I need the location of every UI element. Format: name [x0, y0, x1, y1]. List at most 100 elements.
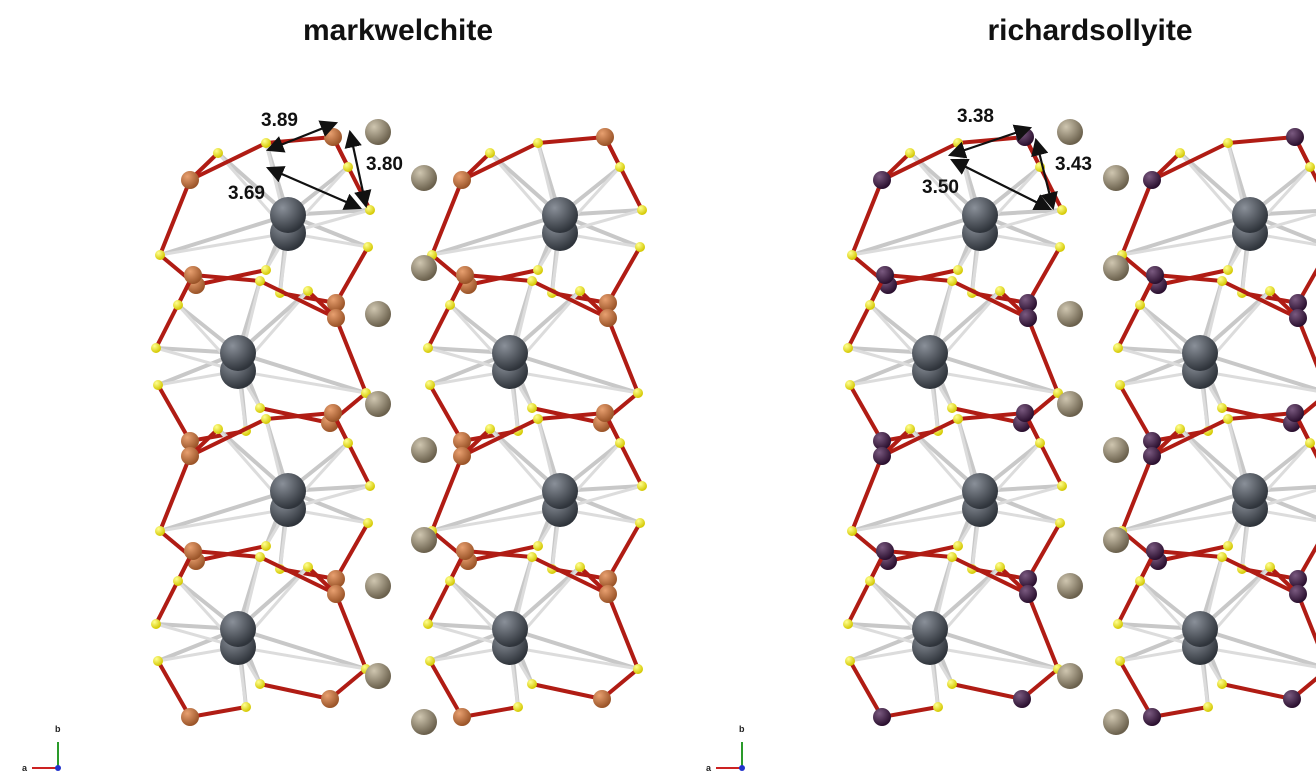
atom — [635, 242, 645, 252]
atom — [261, 265, 271, 275]
atom — [1203, 702, 1213, 712]
distance-label: 3.89 — [261, 110, 298, 131]
atom — [365, 573, 391, 599]
atom — [1016, 404, 1034, 422]
atom — [843, 343, 853, 353]
atom — [527, 679, 537, 689]
bond — [237, 645, 367, 671]
bond — [1116, 550, 1157, 625]
bond — [851, 213, 981, 257]
atom — [599, 570, 617, 588]
atom — [1113, 619, 1123, 629]
bond — [1120, 179, 1154, 256]
bond — [881, 705, 939, 719]
atom — [270, 473, 306, 509]
bond — [426, 550, 467, 625]
atom — [155, 526, 165, 536]
bond — [1154, 273, 1223, 283]
atom — [423, 619, 433, 629]
atom — [542, 473, 578, 509]
bond — [1120, 455, 1154, 532]
bond — [1227, 135, 1296, 145]
atom — [533, 265, 543, 275]
bond — [606, 317, 640, 394]
atom — [962, 473, 998, 509]
atom — [1289, 294, 1307, 312]
atom — [1143, 447, 1161, 465]
atom — [363, 242, 373, 252]
bond — [1221, 279, 1299, 320]
atom — [303, 562, 313, 572]
atom — [1057, 301, 1083, 327]
atom — [241, 702, 251, 712]
bond — [334, 246, 370, 304]
atom — [912, 611, 948, 647]
atom — [255, 403, 265, 413]
atom — [865, 300, 875, 310]
atom — [181, 171, 199, 189]
bond — [259, 555, 337, 596]
atom — [933, 702, 943, 712]
arrow — [265, 120, 339, 153]
atom — [1146, 542, 1164, 560]
atom — [423, 343, 433, 353]
bond — [606, 246, 642, 304]
atom — [847, 526, 857, 536]
atom — [1146, 266, 1164, 284]
atom — [1103, 255, 1129, 281]
bond — [334, 522, 370, 580]
atom — [953, 138, 963, 148]
bond — [1151, 705, 1209, 719]
atom — [1115, 380, 1125, 390]
atom — [255, 679, 265, 689]
atom — [365, 481, 375, 491]
bond — [1199, 627, 1316, 668]
atom — [1019, 294, 1037, 312]
atom — [411, 165, 437, 191]
atom — [453, 171, 471, 189]
atom — [599, 309, 617, 327]
atom — [303, 286, 313, 296]
atom — [327, 294, 345, 312]
atom — [1289, 309, 1307, 327]
distance-label: 3.38 — [957, 106, 994, 127]
structures — [151, 119, 1316, 735]
bond — [331, 412, 372, 487]
bond — [428, 384, 464, 442]
atom — [1232, 473, 1268, 509]
atom — [184, 266, 202, 284]
atom — [1223, 414, 1233, 424]
atom — [1182, 611, 1218, 647]
bond — [957, 411, 1026, 421]
bond — [1116, 274, 1157, 349]
bond — [192, 273, 261, 283]
distance-label: 3.50 — [922, 177, 959, 198]
atom — [365, 301, 391, 327]
bond — [1296, 543, 1316, 580]
atom — [261, 414, 271, 424]
bond — [846, 550, 887, 625]
atom — [995, 286, 1005, 296]
bond — [464, 549, 533, 559]
bond — [850, 455, 884, 532]
bond — [606, 522, 642, 580]
axis-origin — [739, 765, 745, 771]
bond — [159, 489, 289, 533]
atom — [596, 404, 614, 422]
axis-label: b — [55, 724, 61, 734]
bond — [259, 279, 337, 320]
atom — [953, 414, 963, 424]
atom — [1057, 119, 1083, 145]
bond — [606, 593, 640, 670]
bond — [509, 645, 639, 671]
atom — [947, 276, 957, 286]
bond — [881, 141, 959, 182]
atom — [445, 576, 455, 586]
bond — [1199, 351, 1316, 392]
axis-origin — [55, 765, 61, 771]
bond — [884, 549, 953, 559]
atom — [1289, 570, 1307, 588]
bond — [1121, 231, 1251, 257]
atom — [411, 255, 437, 281]
panel-title: richardsollyite — [987, 14, 1192, 47]
